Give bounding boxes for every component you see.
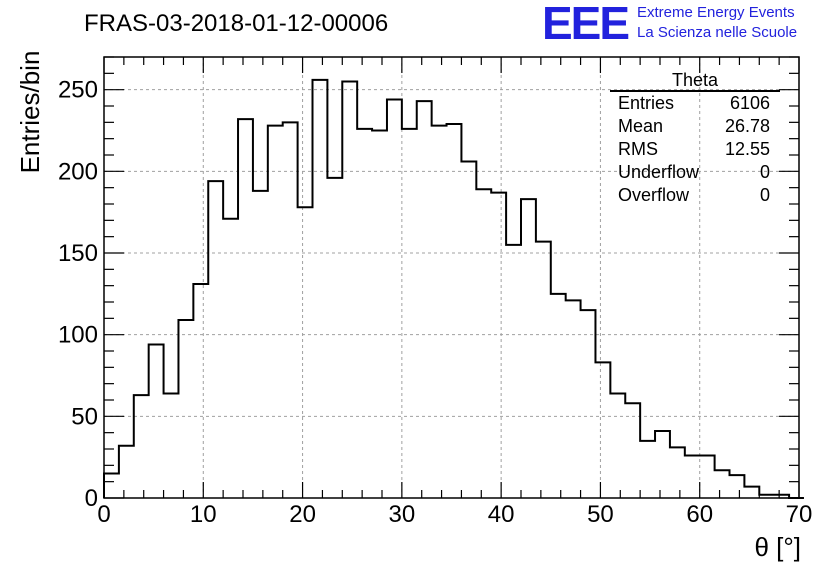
chart-title: FRAS-03-2018-01-12-00006 bbox=[84, 10, 389, 37]
x-tick-label: 70 bbox=[786, 501, 813, 528]
stats-box: Theta Entries 6106 Mean 26.78 RMS 12.55 … bbox=[610, 70, 780, 207]
y-tick-label: 50 bbox=[71, 403, 98, 430]
y-tick-label: 200 bbox=[58, 158, 98, 185]
stats-value: 12.55 bbox=[724, 139, 770, 159]
grid-lines bbox=[104, 57, 799, 498]
x-tick-label: 50 bbox=[587, 501, 614, 528]
stats-label: Overflow bbox=[618, 185, 690, 205]
x-tick-label: 0 bbox=[97, 501, 110, 528]
x-tick-label: 30 bbox=[389, 501, 416, 528]
stats-value: 0 bbox=[759, 162, 770, 182]
y-tick-labels: 0 50 100 150 200 250 bbox=[58, 77, 98, 512]
stats-label: Underflow bbox=[618, 162, 700, 182]
x-tick-label: 10 bbox=[190, 501, 217, 528]
plot-frame bbox=[103, 56, 800, 499]
axis-ticks bbox=[103, 56, 800, 499]
stats-row-mean: Mean 26.78 bbox=[610, 115, 780, 138]
x-axis-label: θ [°] bbox=[754, 532, 801, 562]
stats-label: Mean bbox=[618, 116, 664, 136]
y-tick-label: 100 bbox=[58, 322, 98, 349]
project-name: Extreme Energy Events La Scienza nelle S… bbox=[637, 3, 797, 43]
x-tick-label: 60 bbox=[686, 501, 713, 528]
y-axis-label: Entries/bin bbox=[15, 51, 45, 174]
x-tick-labels: 0 10 20 30 40 50 60 70 bbox=[97, 501, 812, 528]
y-tick-label: 250 bbox=[58, 77, 98, 104]
project-line-1: Extreme Energy Events bbox=[637, 4, 795, 21]
stats-row-entries: Entries 6106 bbox=[610, 92, 780, 115]
x-tick-label: 20 bbox=[289, 501, 316, 528]
histogram-step-line bbox=[103, 78, 804, 499]
stats-value: 6106 bbox=[729, 93, 770, 113]
stats-value: 26.78 bbox=[724, 116, 770, 136]
stats-row-overflow: Overflow 0 bbox=[610, 184, 780, 207]
project-line-2: La Scienza nelle Scuole bbox=[637, 24, 798, 41]
y-tick-label: 0 bbox=[85, 485, 98, 512]
stats-row-underflow: Underflow 0 bbox=[610, 161, 780, 184]
stats-value: 0 bbox=[759, 185, 770, 205]
stats-row-rms: RMS 12.55 bbox=[610, 138, 780, 161]
x-tick-label: 40 bbox=[488, 501, 515, 528]
stats-title: Theta bbox=[610, 70, 780, 92]
y-tick-label: 150 bbox=[58, 240, 98, 267]
eee-logo: EEE bbox=[542, 0, 630, 49]
stats-label: Entries bbox=[618, 93, 675, 113]
stats-label: RMS bbox=[618, 139, 658, 159]
